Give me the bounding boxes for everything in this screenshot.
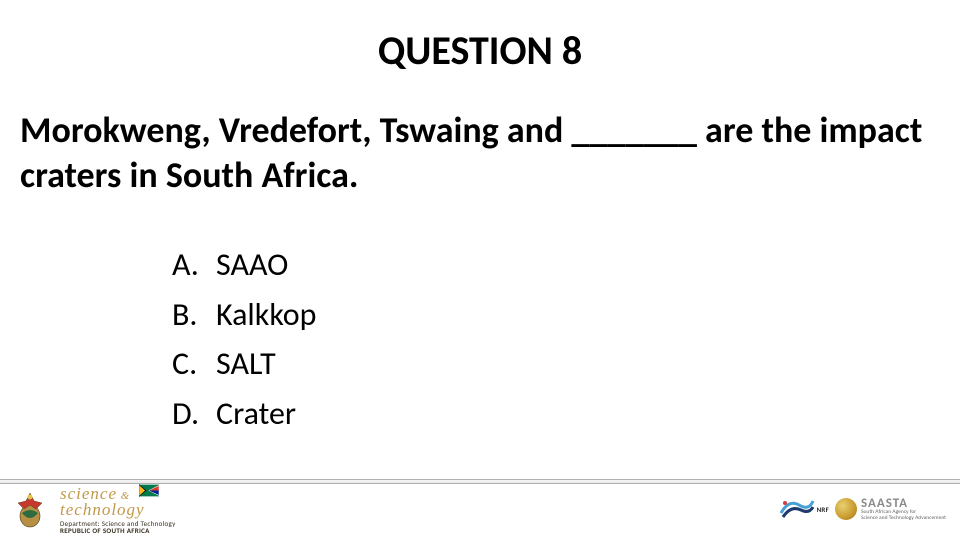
option-letter: B. [172,290,216,340]
saasta-sub2: Science and Technology Advancement [861,516,946,522]
sa-flag-icon [139,484,159,497]
saasta-sphere-icon [835,498,857,520]
option-text: SAAO [216,240,288,290]
slide: QUESTION 8 Morokweng, Vredefort, Tswaing… [0,0,960,540]
right-footer-logo: NRF SAASTA South African Agency for Scie… [779,495,946,523]
option-c: C. SALT [172,339,316,389]
footer: science & technology Department: Science… [0,484,960,534]
question-number: QUESTION 8 [0,26,960,75]
option-d: D. Crater [172,389,316,439]
dept-sub2: REPUBLIC OF SOUTH AFRICA [60,527,176,534]
saasta-block: SAASTA South African Agency for Science … [835,497,946,521]
department-text: science & technology Department: Science… [60,484,176,534]
option-letter: A. [172,240,216,290]
answer-options: A. SAAO B. Kalkkop C. SALT D. Crater [172,240,316,438]
option-letter: D. [172,389,216,439]
option-b: B. Kalkkop [172,290,316,340]
option-a: A. SAAO [172,240,316,290]
question-text: Morokweng, Vredefort, Tswaing and ______… [20,108,940,198]
nrf-text: NRF [817,506,829,513]
option-text: Kalkkop [216,290,316,340]
coat-of-arms-icon [10,489,50,529]
option-text: SALT [216,339,276,389]
left-footer-logo: science & technology Department: Science… [10,484,176,534]
option-text: Crater [216,389,296,439]
nrf-name: NRF [817,506,829,513]
dept-word2: technology [60,501,176,518]
option-letter: C. [172,339,216,389]
nrf-icon [779,495,815,523]
